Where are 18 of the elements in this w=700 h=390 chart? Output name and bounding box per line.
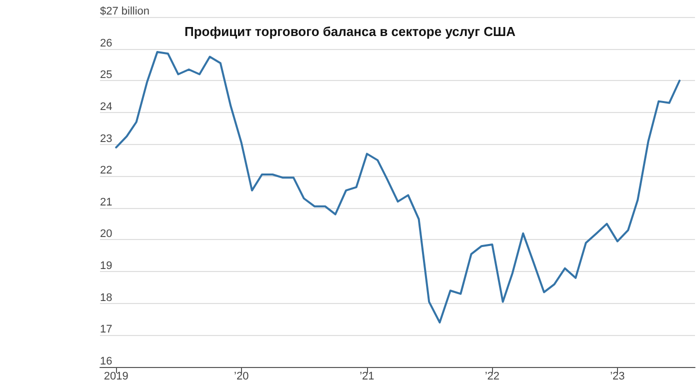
- y-tick-label: 26: [100, 37, 112, 50]
- x-tick-label: ’21: [360, 370, 374, 382]
- x-tick-label: ’22: [484, 370, 500, 382]
- x-tick-label: ’23: [610, 370, 625, 382]
- text: Профицит торгового баланса в секторе услуг США: [184, 24, 516, 39]
- x-tick-label: ’20: [234, 370, 249, 382]
- y-tick-label: 25: [100, 69, 112, 82]
- y-tick-label: 20: [100, 228, 112, 240]
- y-tick-label: 16: [100, 356, 112, 368]
- y-tick-label: 23: [100, 132, 112, 145]
- y-tick-label: 24: [100, 100, 112, 113]
- y-tick-label: 21: [100, 196, 112, 208]
- x-tick-label: 2019: [104, 370, 128, 382]
- y-tick-label: 17: [100, 324, 112, 336]
- y-tick-label: 19: [100, 260, 112, 272]
- y-tick-label: 18: [100, 292, 112, 304]
- y-tick-label: 22: [100, 164, 112, 177]
- y-tick-label: $27 billion: [100, 6, 150, 18]
